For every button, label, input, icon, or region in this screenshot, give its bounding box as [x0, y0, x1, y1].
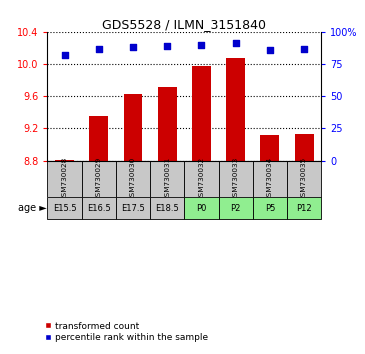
Bar [158, 87, 177, 161]
Bar [219, 161, 253, 198]
Text: E16.5: E16.5 [87, 204, 111, 213]
Text: P0: P0 [196, 204, 207, 213]
Text: E15.5: E15.5 [53, 204, 76, 213]
Bar [47, 198, 82, 219]
Legend: transformed count, percentile rank within the sample: transformed count, percentile rank withi… [41, 318, 211, 346]
Bar [116, 198, 150, 219]
Bar [287, 161, 321, 198]
Bar [253, 161, 287, 198]
Point [130, 45, 136, 50]
Bar [47, 161, 82, 198]
Bar [184, 198, 219, 219]
Text: P2: P2 [230, 204, 241, 213]
Bar [184, 161, 219, 198]
Point [301, 46, 307, 51]
Text: GSM730031: GSM730031 [164, 157, 170, 201]
Text: GSM730035: GSM730035 [301, 157, 307, 201]
Text: GSM730029: GSM730029 [96, 157, 102, 201]
Bar [253, 198, 287, 219]
Bar [192, 67, 211, 161]
Text: E18.5: E18.5 [155, 204, 179, 213]
Text: GSM730032: GSM730032 [199, 157, 204, 201]
Text: P12: P12 [296, 204, 312, 213]
Text: age ►: age ► [18, 204, 47, 213]
Point [233, 41, 239, 46]
Bar [82, 198, 116, 219]
Bar [116, 161, 150, 198]
Text: GSM730034: GSM730034 [267, 157, 273, 201]
Bar [295, 134, 314, 161]
Text: GSM730033: GSM730033 [233, 157, 239, 201]
Text: E17.5: E17.5 [121, 204, 145, 213]
Bar [150, 161, 184, 198]
Text: GSM730030: GSM730030 [130, 157, 136, 201]
Bar [226, 58, 245, 161]
Point [164, 43, 170, 49]
Point [96, 46, 102, 51]
Bar [287, 198, 321, 219]
Bar [55, 160, 74, 161]
Bar [150, 198, 184, 219]
Bar [89, 116, 108, 161]
Point [267, 47, 273, 53]
Title: GDS5528 / ILMN_3151840: GDS5528 / ILMN_3151840 [102, 18, 266, 31]
Bar [124, 94, 142, 161]
Point [62, 52, 68, 58]
Text: P5: P5 [265, 204, 275, 213]
Bar [261, 135, 279, 161]
Bar [82, 161, 116, 198]
Bar [219, 198, 253, 219]
Text: GSM730028: GSM730028 [62, 157, 68, 201]
Point [199, 42, 204, 47]
